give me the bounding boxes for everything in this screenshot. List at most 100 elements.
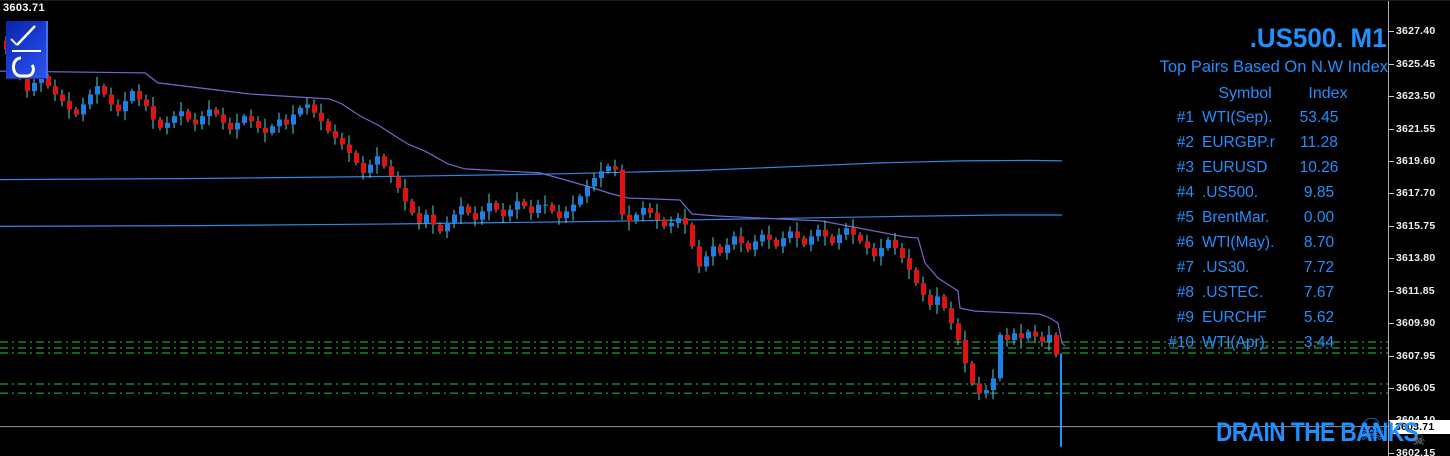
pair-index-value: 0.00: [1303, 209, 1335, 226]
candle-body: [67, 101, 72, 110]
candle-body: [207, 109, 212, 117]
candle-body: [1012, 333, 1017, 340]
candle-body: [417, 213, 422, 223]
candle-body: [851, 228, 856, 235]
candle-body: [284, 119, 289, 125]
candle-body: [886, 239, 891, 249]
pair-row: #6 WTI(May). 8.70: [1150, 234, 1390, 259]
candle-body: [130, 91, 135, 102]
candle-body: [508, 209, 513, 217]
candle-body: [809, 236, 814, 245]
candle-body: [907, 258, 912, 270]
candle-body: [690, 224, 695, 247]
candle-body: [816, 229, 821, 237]
pair-rank-label: #3: [1176, 159, 1194, 176]
indicator-logo-badge[interactable]: [6, 21, 48, 79]
pair-symbol-label: .US500.: [1202, 184, 1259, 201]
candle-body: [872, 248, 877, 257]
candle-body: [949, 308, 954, 324]
chart-current-price-label: 3603.71: [3, 2, 45, 14]
candle-body: [613, 166, 618, 170]
pair-index-value: 3.44: [1303, 334, 1335, 351]
candle-body: [305, 104, 310, 108]
pair-rank-label: #1: [1176, 109, 1194, 126]
candle-body: [522, 201, 527, 207]
candle-body: [193, 119, 198, 125]
candle-body: [571, 204, 576, 212]
candle-body: [60, 94, 65, 102]
candle-body: [788, 231, 793, 239]
axis-price-label: 3606.05: [1388, 382, 1436, 394]
candle-body: [991, 378, 996, 391]
candle-body: [466, 206, 471, 213]
candle-body: [410, 201, 415, 213]
candle-body: [438, 224, 443, 232]
candle-body: [970, 363, 975, 384]
candle-body: [550, 204, 555, 212]
axis-price-label: 3621.55: [1388, 123, 1436, 135]
pair-row: #9 EURCHF 5.62: [1150, 309, 1390, 334]
candle-body: [928, 294, 933, 305]
candle-body: [879, 248, 884, 257]
skull-crossbones-icon: ☠: [1358, 414, 1385, 447]
price-axis[interactable]: 3603.71 3627.40 3625.45 3623.50 3621.55 3619…: [1388, 1, 1450, 456]
candle-body: [25, 77, 30, 92]
candle-body: [529, 206, 534, 213]
candle-body: [627, 214, 632, 222]
axis-price-label: 3602.15: [1388, 447, 1435, 456]
column-header-index: Index: [1308, 85, 1348, 102]
candle-body: [452, 214, 457, 223]
candle-body: [151, 106, 156, 120]
candle-body: [683, 218, 688, 225]
pair-row: #4 .US500. 9.85: [1150, 184, 1390, 209]
pair-symbol-label: EURCHF: [1202, 309, 1267, 326]
candle-body: [837, 234, 842, 243]
candle-body: [585, 186, 590, 197]
candle-body: [123, 101, 128, 112]
candle-body: [914, 269, 919, 284]
candle-body: [1040, 336, 1045, 342]
candle-body: [81, 104, 86, 115]
candle-body: [746, 243, 751, 250]
candle-body: [249, 116, 254, 122]
candle-body: [620, 169, 625, 215]
candle-body: [494, 203, 499, 210]
candle-body: [732, 236, 737, 245]
candle-body: [753, 241, 758, 250]
candle-body: [865, 241, 870, 249]
candle-body: [557, 211, 562, 219]
pair-row: #8 .USTEC. 7.67: [1150, 284, 1390, 309]
candle-body: [277, 119, 282, 127]
candle-body: [431, 214, 436, 225]
candle-body: [326, 121, 331, 132]
candle-body: [424, 214, 429, 223]
candle-body: [242, 116, 247, 123]
small-skull-icon: ☠: [1412, 432, 1426, 449]
candle-body: [214, 109, 219, 115]
candle-body: [389, 166, 394, 177]
candle-body: [536, 204, 541, 213]
pair-row: #2 EURGBP.r 11.28: [1150, 134, 1390, 159]
current-price-tag: 3603.71: [1390, 420, 1450, 434]
candle-body: [697, 246, 702, 267]
price-chart-canvas[interactable]: [0, 1, 1389, 456]
axis-price-label: 3607.95: [1388, 350, 1436, 362]
candle-body: [116, 104, 121, 112]
pair-index-value: 5.62: [1303, 309, 1335, 326]
candle-body: [144, 99, 149, 107]
pair-rank-label: #9: [1176, 309, 1194, 326]
candle-body: [459, 206, 464, 215]
panel-subtitle: Top Pairs Based On N.W Index: [1159, 58, 1388, 76]
candle-body: [501, 209, 506, 217]
candle-body: [543, 204, 548, 206]
candle-body: [830, 236, 835, 244]
candle-body: [1047, 334, 1052, 342]
pair-index-value: 11.28: [1300, 134, 1338, 151]
pair-symbol-label: WTI(Sep).: [1202, 109, 1273, 126]
candle-body: [333, 131, 338, 138]
pair-rank-label: #2: [1176, 134, 1194, 151]
candle-body: [718, 246, 723, 254]
pair-rank-label: #10: [1168, 334, 1194, 351]
candle-body: [221, 114, 226, 123]
candle-body: [347, 144, 352, 153]
